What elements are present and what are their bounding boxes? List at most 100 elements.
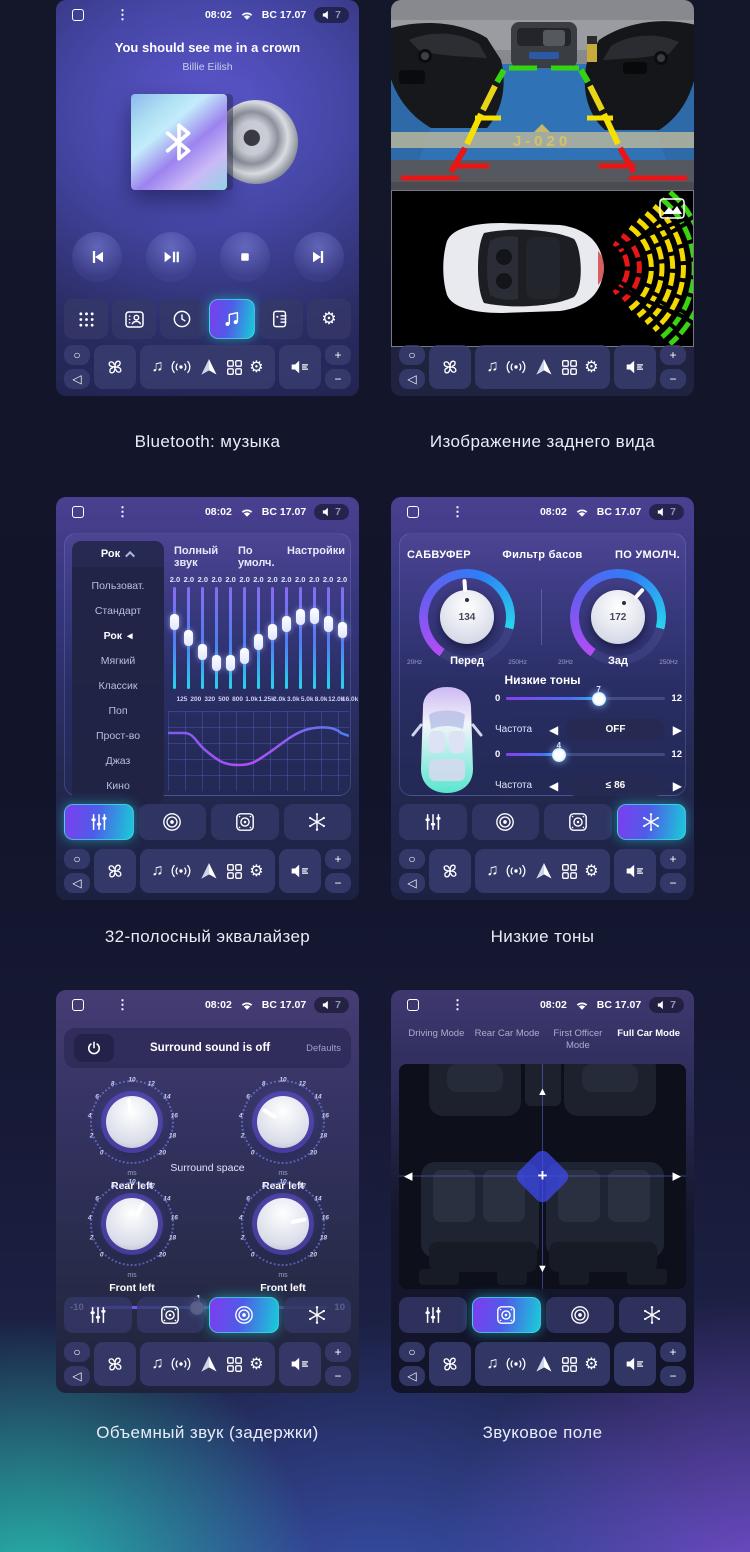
volume-up-button[interactable]: + <box>325 345 351 365</box>
circle-button[interactable]: ○ <box>64 849 90 869</box>
effects-tab-button[interactable] <box>283 1297 351 1333</box>
back-button[interactable]: ◁ <box>399 873 425 893</box>
circle-button[interactable]: ○ <box>399 849 425 869</box>
mute-button[interactable] <box>279 849 321 893</box>
volume-up-button[interactable]: + <box>325 849 351 869</box>
power-button[interactable] <box>74 1034 114 1062</box>
clock-button[interactable] <box>160 299 205 339</box>
eq-tab-button[interactable] <box>399 804 467 840</box>
speaker-tab-button[interactable] <box>211 804 279 840</box>
eq-band-slider[interactable] <box>281 587 291 689</box>
volume-up-button[interactable]: + <box>660 1342 686 1362</box>
radio-icon[interactable] <box>505 359 527 375</box>
preset-item[interactable]: Пользоват. <box>91 579 145 592</box>
climate-fan-button[interactable] <box>94 345 136 389</box>
tab-default[interactable]: По умолч. <box>237 545 275 569</box>
volume-indicator[interactable]: 7 <box>649 504 684 520</box>
tab-settings[interactable]: Настройки <box>286 545 345 557</box>
freq-next-icon[interactable]: ▶ <box>672 778 682 793</box>
effects-tab-button[interactable] <box>616 804 686 840</box>
widgets-icon[interactable] <box>561 1356 578 1373</box>
defaults-button[interactable]: Defaults <box>306 1042 341 1054</box>
back-button[interactable]: ◁ <box>64 1366 90 1386</box>
back-button[interactable]: ◁ <box>64 873 90 893</box>
window-icon[interactable] <box>407 506 419 518</box>
mute-button[interactable] <box>279 1342 321 1386</box>
volume-up-button[interactable]: + <box>325 1342 351 1362</box>
eq-band-slider[interactable] <box>309 587 319 689</box>
eq-tab-button[interactable] <box>399 1297 467 1333</box>
eq-band-slider[interactable] <box>198 587 208 689</box>
next-button[interactable] <box>293 232 344 282</box>
widgets-icon[interactable] <box>561 359 578 376</box>
surround-tab-button[interactable] <box>471 804 539 840</box>
freq-prev-icon[interactable]: ◀ <box>549 722 559 737</box>
radio-icon[interactable] <box>505 863 527 879</box>
freq-value-pill[interactable]: OFF <box>566 719 665 740</box>
settings-shortcut-icon[interactable]: ⚙ <box>249 1356 264 1373</box>
delay-knob-front-right[interactable]: 0 2 4 6 8 10 12 14 16 18 20 <box>237 1178 329 1270</box>
bass-level-slider[interactable]: 7 <box>506 685 666 706</box>
eq-band-slider[interactable] <box>184 587 194 689</box>
documents-button[interactable] <box>258 299 303 339</box>
add-position-button[interactable]: + <box>537 1166 548 1185</box>
preset-dropdown[interactable]: Рок <box>72 541 164 567</box>
surround-tab-button[interactable] <box>138 804 206 840</box>
volume-up-button[interactable]: + <box>660 345 686 365</box>
front-knob[interactable]: 134 <box>440 590 494 644</box>
eq-band-slider[interactable] <box>337 587 347 689</box>
tab-driving-mode[interactable]: Driving Mode <box>408 1028 465 1039</box>
bass-level-slider[interactable]: 4 <box>506 741 666 762</box>
eq-band-slider[interactable] <box>295 587 305 689</box>
circle-button[interactable]: ○ <box>64 345 90 365</box>
volume-indicator[interactable]: 7 <box>649 997 684 1013</box>
preset-item[interactable]: Прост-во <box>95 729 141 742</box>
settings-shortcut-icon[interactable]: ⚙ <box>584 863 599 880</box>
radio-icon[interactable] <box>170 1356 192 1372</box>
mute-button[interactable] <box>614 1342 656 1386</box>
back-button[interactable]: ◁ <box>399 369 425 389</box>
kebab-menu-icon[interactable]: ⋮ <box>116 997 129 1012</box>
volume-down-button[interactable]: − <box>660 369 686 389</box>
previous-button[interactable] <box>71 232 122 282</box>
volume-down-button[interactable]: − <box>660 1366 686 1386</box>
navigation-icon[interactable] <box>199 861 219 881</box>
eq-tab-button[interactable] <box>64 1297 132 1333</box>
volume-indicator[interactable]: 7 <box>314 504 349 520</box>
kebab-menu-icon[interactable]: ⋮ <box>116 504 129 519</box>
widgets-icon[interactable] <box>561 863 578 880</box>
window-icon[interactable] <box>72 506 84 518</box>
navigation-icon[interactable] <box>534 861 554 881</box>
climate-fan-button[interactable] <box>429 849 471 893</box>
radio-icon[interactable] <box>505 1356 527 1372</box>
preset-item[interactable]: Поп <box>108 704 128 717</box>
circle-button[interactable]: ○ <box>399 345 425 365</box>
widgets-icon[interactable] <box>226 863 243 880</box>
effects-tab-button[interactable] <box>283 804 351 840</box>
volume-down-button[interactable]: − <box>660 873 686 893</box>
speaker-tab-button[interactable] <box>544 804 612 840</box>
move-left-icon[interactable]: ◀ <box>404 1170 413 1183</box>
window-icon[interactable] <box>72 9 84 21</box>
eq-band-slider[interactable] <box>226 587 236 689</box>
preset-item[interactable]: Стандарт <box>94 604 142 617</box>
music-shortcut-icon[interactable]: ♫ <box>486 862 499 879</box>
eq-band-slider[interactable] <box>323 587 333 689</box>
move-up-icon[interactable]: ▲ <box>537 1086 548 1098</box>
tab-full-sound[interactable]: Полный звук <box>174 545 219 569</box>
eq-band-slider[interactable] <box>212 587 222 689</box>
settings-shortcut-icon[interactable]: ⚙ <box>584 359 599 376</box>
preset-item[interactable]: Мягкий <box>100 654 136 667</box>
move-right-icon[interactable]: ▶ <box>672 1170 681 1183</box>
volume-indicator[interactable]: 7 <box>314 7 349 23</box>
surround-tab-button[interactable] <box>209 1297 279 1333</box>
music-shortcut-icon[interactable]: ♫ <box>151 358 164 375</box>
music-shortcut-icon[interactable]: ♫ <box>486 358 499 375</box>
tab-first-officer-mode[interactable]: First Officer Mode <box>553 1028 603 1052</box>
circle-button[interactable]: ○ <box>64 1342 90 1362</box>
freq-next-icon[interactable]: ▶ <box>672 722 682 737</box>
window-icon[interactable] <box>407 999 419 1011</box>
mute-button[interactable] <box>279 345 321 389</box>
widgets-icon[interactable] <box>226 1356 243 1373</box>
volume-up-button[interactable]: + <box>660 849 686 869</box>
